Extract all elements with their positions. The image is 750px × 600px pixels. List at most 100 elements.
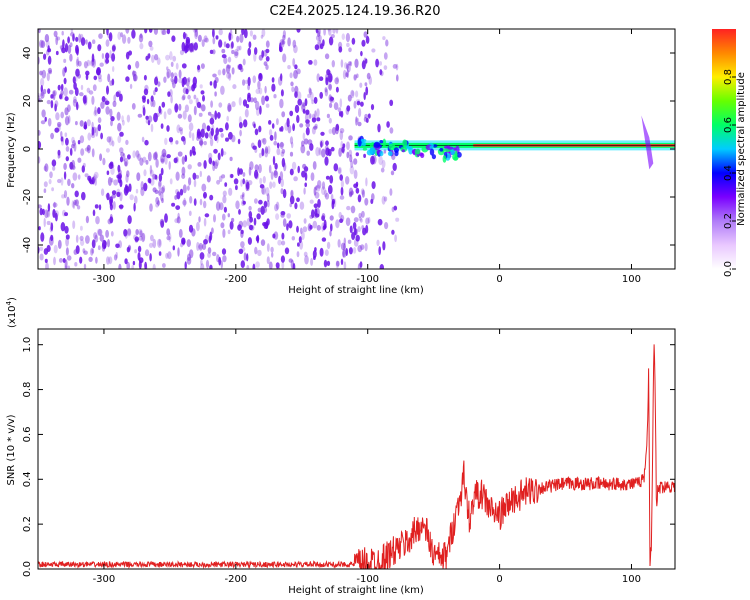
noise-mark — [348, 135, 353, 141]
noise-mark — [107, 218, 112, 225]
noise-mark — [252, 34, 257, 40]
noise-mark — [111, 193, 116, 199]
noise-mark — [119, 156, 124, 163]
noise-mark — [313, 96, 318, 104]
noise-mark — [381, 159, 386, 169]
noise-mark — [297, 91, 302, 101]
noise-mark — [367, 216, 371, 224]
noise-mark — [378, 155, 383, 166]
noise-mark — [85, 73, 89, 81]
noise-mark — [143, 169, 147, 177]
noise-mark — [57, 178, 62, 184]
noise-mark — [158, 181, 162, 191]
noise-mark — [233, 48, 239, 59]
noise-mark — [162, 152, 166, 157]
noise-mark — [71, 165, 76, 171]
signal-blob — [432, 144, 438, 148]
noise-mark — [345, 32, 350, 43]
noise-mark — [95, 127, 99, 137]
noise-mark — [302, 163, 307, 170]
noise-mark — [47, 203, 51, 212]
noise-mark — [53, 256, 56, 266]
noise-mark — [223, 41, 227, 48]
noise-mark — [224, 182, 228, 187]
noise-mark — [69, 53, 73, 62]
signal-blob — [414, 148, 421, 155]
noise-mark — [334, 77, 340, 85]
noise-mark — [332, 29, 336, 34]
noise-mark — [198, 112, 203, 117]
noise-mark — [188, 99, 193, 105]
noise-mark — [157, 200, 160, 206]
noise-mark — [166, 228, 171, 236]
noise-mark — [258, 72, 263, 82]
noise-mark — [238, 248, 244, 254]
noise-mark — [161, 148, 167, 158]
noise-mark — [289, 110, 294, 117]
noise-mark — [92, 209, 96, 217]
noise-mark — [105, 52, 110, 60]
noise-mark — [247, 83, 251, 91]
noise-mark — [321, 222, 325, 232]
noise-mark — [98, 77, 103, 83]
noise-mark — [320, 131, 325, 136]
noise-mark — [126, 114, 131, 123]
noise-mark — [52, 90, 56, 101]
noise-mark — [298, 236, 302, 244]
noise-mark — [126, 170, 130, 178]
noise-mark — [50, 94, 54, 99]
noise-mark — [60, 177, 64, 186]
noise-mark — [338, 211, 342, 219]
noise-mark — [143, 74, 147, 81]
noise-mark — [96, 228, 102, 236]
noise-mark — [227, 104, 232, 112]
noise-mark — [277, 239, 282, 246]
noise-mark — [45, 262, 49, 269]
noise-mark — [279, 98, 284, 109]
noise-mark — [258, 163, 262, 174]
snr-x-label: Height of straight line (km) — [288, 585, 424, 596]
noise-mark — [328, 36, 334, 46]
noise-mark — [97, 107, 101, 115]
noise-mark — [297, 165, 301, 174]
noise-mark — [184, 154, 188, 162]
noise-mark — [221, 48, 226, 54]
noise-mark — [301, 231, 305, 241]
noise-mark — [193, 198, 197, 206]
noise-mark — [105, 106, 110, 115]
noise-mark — [182, 239, 186, 245]
noise-mark — [118, 263, 122, 269]
noise-mark — [240, 179, 243, 187]
snr-y-tick-label: 0.6 — [22, 426, 33, 442]
noise-mark — [364, 197, 369, 206]
noise-mark — [274, 203, 279, 212]
noise-mark — [61, 194, 66, 199]
noise-mark — [321, 237, 327, 242]
noise-mark — [79, 235, 84, 241]
noise-mark — [342, 69, 347, 80]
noise-mark — [257, 249, 262, 257]
noise-mark — [339, 98, 343, 108]
noise-mark — [209, 194, 214, 201]
spectrogram-signal-band — [354, 115, 675, 170]
noise-mark — [120, 151, 125, 157]
noise-mark — [214, 159, 220, 167]
noise-mark — [176, 124, 181, 134]
noise-mark — [229, 156, 233, 162]
noise-mark — [178, 69, 182, 79]
noise-mark — [353, 169, 358, 179]
signal-blob — [360, 138, 367, 143]
noise-mark — [87, 132, 92, 141]
noise-mark — [261, 50, 265, 58]
noise-mark — [67, 265, 71, 269]
colorbar-tick-label: 0.4 — [723, 165, 734, 181]
snr-plot-area — [38, 329, 675, 569]
noise-mark — [289, 168, 294, 176]
noise-mark — [324, 87, 328, 93]
noise-mark — [197, 64, 201, 71]
noise-mark — [355, 90, 359, 98]
noise-mark — [323, 189, 328, 198]
noise-mark — [54, 100, 59, 108]
noise-mark — [221, 248, 227, 255]
noise-mark — [62, 258, 66, 263]
